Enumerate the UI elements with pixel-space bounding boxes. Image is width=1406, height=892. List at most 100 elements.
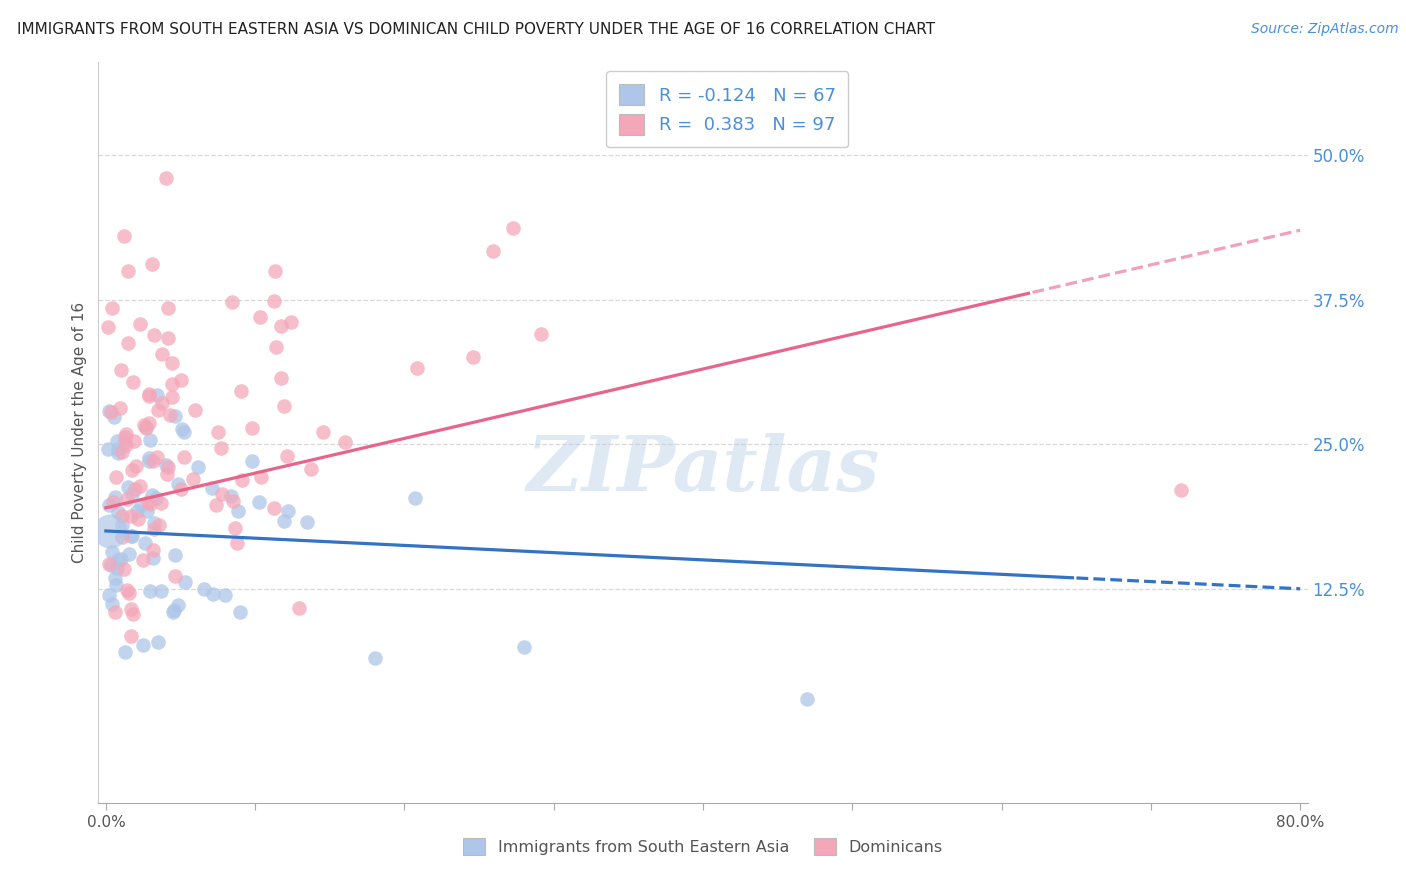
Point bbox=[129, 498, 152, 512]
Point bbox=[110, 552, 132, 566]
Point bbox=[104, 470, 127, 484]
Point bbox=[205, 498, 228, 512]
Point bbox=[135, 420, 157, 434]
Point bbox=[115, 438, 138, 452]
Point bbox=[335, 434, 357, 449]
Point bbox=[120, 529, 142, 543]
Point bbox=[124, 482, 146, 496]
Point bbox=[249, 470, 271, 484]
Point bbox=[280, 315, 302, 329]
Point bbox=[121, 375, 143, 389]
Point bbox=[136, 494, 159, 508]
Point bbox=[120, 509, 142, 524]
Point bbox=[160, 391, 183, 405]
Point bbox=[105, 578, 128, 592]
Point bbox=[276, 450, 298, 464]
Point bbox=[146, 450, 169, 465]
Point bbox=[142, 454, 165, 468]
Text: Source: ZipAtlas.com: Source: ZipAtlas.com bbox=[1251, 22, 1399, 37]
Point bbox=[167, 476, 190, 491]
Point bbox=[146, 634, 169, 648]
Point bbox=[131, 553, 153, 567]
Point bbox=[172, 422, 194, 436]
Point bbox=[277, 504, 299, 518]
Point bbox=[101, 545, 124, 559]
Point bbox=[105, 561, 128, 575]
Point bbox=[1170, 483, 1192, 498]
Point bbox=[530, 327, 553, 342]
Point bbox=[221, 489, 243, 503]
Point bbox=[146, 388, 169, 402]
Point bbox=[482, 244, 505, 259]
Point bbox=[288, 600, 311, 615]
Point bbox=[141, 551, 163, 566]
Point bbox=[101, 597, 124, 611]
Point bbox=[125, 458, 148, 473]
Point bbox=[152, 396, 174, 410]
Point bbox=[114, 435, 136, 450]
Point bbox=[127, 512, 149, 526]
Point bbox=[165, 569, 187, 583]
Point bbox=[121, 529, 143, 543]
Point bbox=[103, 494, 125, 508]
Point bbox=[101, 301, 124, 316]
Point bbox=[97, 442, 120, 456]
Point bbox=[120, 628, 142, 642]
Point bbox=[111, 445, 134, 459]
Point bbox=[135, 421, 157, 435]
Point bbox=[111, 509, 134, 524]
Point bbox=[143, 516, 166, 530]
Point bbox=[142, 328, 165, 343]
Point bbox=[141, 488, 163, 502]
Point bbox=[222, 494, 245, 508]
Point bbox=[221, 295, 243, 310]
Point bbox=[110, 363, 132, 377]
Point bbox=[114, 430, 136, 444]
Point bbox=[139, 584, 162, 599]
Point bbox=[264, 340, 287, 354]
Point bbox=[249, 310, 271, 324]
Point bbox=[104, 571, 127, 585]
Point bbox=[134, 536, 156, 550]
Point bbox=[231, 473, 253, 487]
Point bbox=[138, 387, 160, 401]
Point bbox=[104, 605, 127, 619]
Point bbox=[112, 229, 135, 244]
Point bbox=[224, 520, 246, 534]
Point bbox=[211, 486, 233, 500]
Point bbox=[115, 492, 138, 507]
Point bbox=[181, 472, 204, 486]
Point bbox=[173, 425, 195, 439]
Point bbox=[104, 490, 127, 504]
Point bbox=[214, 588, 236, 602]
Point bbox=[108, 401, 131, 416]
Point bbox=[263, 293, 285, 308]
Point bbox=[145, 491, 167, 506]
Point bbox=[209, 441, 232, 455]
Point bbox=[117, 264, 139, 278]
Point bbox=[155, 458, 177, 472]
Point bbox=[502, 221, 524, 235]
Point bbox=[138, 450, 160, 465]
Point bbox=[132, 638, 155, 652]
Point bbox=[226, 504, 249, 518]
Point bbox=[169, 373, 191, 387]
Point bbox=[129, 317, 152, 331]
Point bbox=[163, 409, 186, 423]
Point bbox=[155, 171, 177, 186]
Point bbox=[112, 562, 135, 576]
Point bbox=[97, 588, 120, 602]
Point bbox=[121, 463, 143, 477]
Point bbox=[156, 331, 179, 345]
Point bbox=[513, 640, 536, 654]
Point bbox=[184, 402, 207, 417]
Point bbox=[107, 442, 129, 457]
Point bbox=[240, 420, 263, 434]
Point bbox=[97, 404, 120, 418]
Point bbox=[363, 651, 385, 665]
Point bbox=[226, 536, 249, 550]
Point bbox=[187, 460, 209, 475]
Point bbox=[107, 505, 129, 519]
Point bbox=[103, 410, 125, 425]
Point bbox=[170, 482, 193, 496]
